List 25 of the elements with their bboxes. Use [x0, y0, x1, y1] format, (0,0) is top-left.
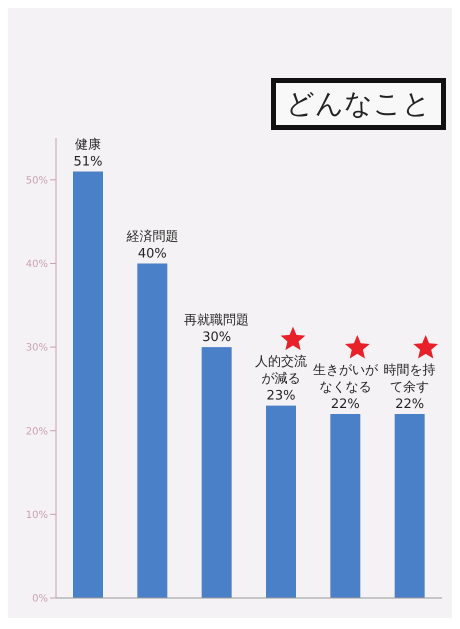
x-tick-label: 人的交流が減る	[255, 354, 307, 387]
bar	[73, 171, 103, 598]
bar	[202, 347, 232, 598]
y-tick-label: 50%	[26, 175, 48, 186]
chart-title: どんなこと	[271, 78, 446, 130]
y-tick-label: 20%	[26, 426, 48, 438]
x-tick-label: 再就職問題	[184, 313, 250, 328]
y-tick-label: 40%	[26, 259, 48, 270]
y-tick-label: 30%	[26, 342, 48, 354]
bar	[137, 263, 168, 598]
data-label: 30%	[202, 330, 232, 346]
y-tick-label: 0%	[32, 594, 48, 605]
data-label: 51%	[74, 154, 102, 170]
data-label: 22%	[330, 397, 360, 412]
x-tick-label: 経済問題	[125, 228, 178, 244]
x-tick-label: 健康	[75, 137, 101, 152]
data-label: 23%	[266, 388, 296, 404]
bar	[266, 406, 296, 598]
bar	[330, 414, 360, 598]
bar	[394, 414, 425, 598]
x-tick-label: 時間を持て余す	[384, 363, 436, 395]
data-label: 22%	[395, 397, 424, 412]
x-tick-label: 生きがいがなくなる	[312, 363, 379, 395]
y-tick-label: 10%	[26, 510, 48, 521]
data-label: 40%	[138, 246, 167, 262]
